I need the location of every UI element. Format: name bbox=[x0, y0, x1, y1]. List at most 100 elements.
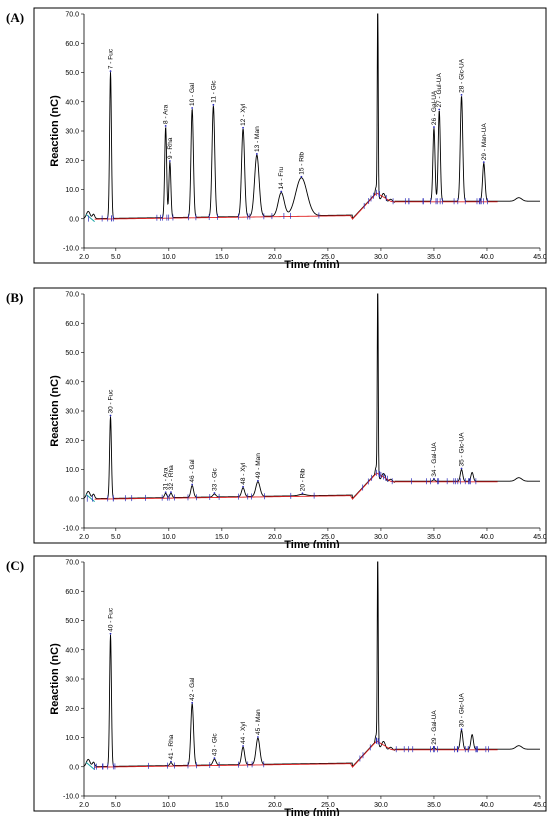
peak-label: 31 - Ara bbox=[163, 467, 170, 490]
peak-apex-marker bbox=[212, 103, 215, 106]
peak-label: 34 - Gal-UA bbox=[431, 442, 438, 477]
peak-apex-marker bbox=[433, 477, 435, 480]
peak-label: 44 - Xyl bbox=[240, 721, 247, 744]
chart-svg-a: (A) -10.0 0.0 10.0 20.0 30.0 40.0 50.0 60.0 70.0 2… bbox=[6, 7, 547, 268]
y-tick-label: 60.0 bbox=[65, 589, 79, 596]
y-tick-label: 20.0 bbox=[65, 158, 79, 165]
y-tick-label: 60.0 bbox=[65, 41, 79, 48]
peak-apex-marker bbox=[109, 632, 112, 635]
y-tick-label: 40.0 bbox=[65, 379, 79, 386]
y-tick-label: 0.0 bbox=[69, 764, 79, 771]
y-tick-label: 10.0 bbox=[65, 467, 79, 474]
y-tick-label: 70.0 bbox=[65, 12, 79, 19]
x-tick-label: 2.0 bbox=[79, 534, 89, 541]
peak-label: 12 - Xyl bbox=[240, 103, 247, 126]
panel-frame bbox=[33, 555, 547, 812]
y-tick-label: 40.0 bbox=[65, 99, 79, 106]
peak-apex-marker bbox=[242, 126, 244, 129]
y-tick-label: 20.0 bbox=[65, 438, 79, 445]
peak-apex-marker bbox=[164, 491, 167, 494]
x-tick-label: 45.0 bbox=[533, 534, 547, 541]
peak-label: 49 - Man bbox=[255, 453, 262, 479]
y-tick-label: -10.0 bbox=[63, 526, 79, 533]
peak-apex-marker bbox=[460, 728, 463, 731]
peak-apex-marker bbox=[433, 126, 435, 128]
peak-apex-marker bbox=[191, 701, 194, 704]
y-tick-label: 50.0 bbox=[65, 70, 79, 77]
peak-apex-marker bbox=[257, 479, 259, 482]
panel-frame bbox=[33, 7, 547, 264]
x-tick-label: 10.0 bbox=[162, 534, 176, 541]
peak-label: 43 - Glc bbox=[211, 733, 218, 757]
peak-label: 45 - Man bbox=[255, 709, 262, 735]
peak-label: 28 - Glc-UA bbox=[459, 58, 466, 93]
peak-apex-marker bbox=[170, 760, 172, 763]
chromatogram-trace bbox=[83, 293, 540, 500]
x-tick-label: 40.0 bbox=[480, 802, 494, 809]
panel-label: (A) bbox=[6, 10, 24, 25]
teal-marker bbox=[85, 213, 95, 223]
peak-apex-marker bbox=[300, 175, 303, 178]
peak-apex-marker bbox=[257, 736, 259, 738]
peak-label: 42 - Gal bbox=[189, 677, 196, 701]
peak-label: 30 - Glc-UA bbox=[459, 693, 466, 728]
peak-apex-marker bbox=[301, 492, 304, 495]
peak-label: 32 - Rha bbox=[168, 465, 175, 490]
panel-c: (C) -10.0 0.0 10.0 20.0 30.0 40.0 50.0 60.0 70.0 2… bbox=[0, 548, 550, 816]
x-tick-label: 25.0 bbox=[321, 534, 335, 541]
y-tick-label: 30.0 bbox=[65, 677, 79, 684]
x-tick-label: 30.0 bbox=[374, 254, 388, 261]
peak-apex-marker bbox=[191, 483, 194, 486]
x-tick-label: 20.0 bbox=[268, 802, 282, 809]
y-tick-label: 0.0 bbox=[69, 496, 79, 503]
y-tick-label: 10.0 bbox=[65, 187, 79, 194]
panel-label: (C) bbox=[6, 558, 24, 573]
y-tick-label: 30.0 bbox=[65, 409, 79, 416]
x-axis-title: Time (min) bbox=[284, 807, 340, 816]
x-tick-label: 15.0 bbox=[215, 254, 229, 261]
x-tick-label: 10.0 bbox=[162, 802, 176, 809]
y-axis-title: Reaction (nC) bbox=[49, 643, 61, 715]
peak-label: 13 - Man bbox=[254, 126, 261, 152]
x-tick-label: 5.0 bbox=[111, 802, 121, 809]
peak-apex-marker bbox=[213, 492, 216, 494]
peak-label: 29 - Man-UA bbox=[481, 123, 488, 161]
peak-apex-marker bbox=[460, 94, 463, 96]
integration-baseline bbox=[94, 192, 498, 220]
peak-apex-marker bbox=[170, 491, 172, 494]
peak-apex-marker bbox=[255, 153, 258, 155]
x-tick-label: 15.0 bbox=[215, 534, 229, 541]
y-axis-title: Reaction (nC) bbox=[49, 95, 61, 167]
peak-label: 11 - Glc bbox=[210, 80, 217, 103]
peak-apex-marker bbox=[242, 745, 244, 747]
peak-label: 40 - Fuc bbox=[108, 607, 115, 632]
peak-label: 15 - Rib bbox=[298, 152, 305, 175]
y-tick-label: 50.0 bbox=[65, 350, 79, 357]
peak-label: 35 - Glc-UA bbox=[459, 432, 466, 467]
peak-apex-marker bbox=[280, 190, 283, 193]
x-tick-label: 15.0 bbox=[215, 802, 229, 809]
chart-svg-c: (C) -10.0 0.0 10.0 20.0 30.0 40.0 50.0 60.0 70.0 2… bbox=[6, 555, 547, 816]
x-tick-label: 2.0 bbox=[79, 254, 89, 261]
y-tick-label: 0.0 bbox=[69, 216, 79, 223]
x-tick-label: 40.0 bbox=[480, 534, 494, 541]
peak-apex-marker bbox=[438, 108, 441, 111]
x-tick-label: 25.0 bbox=[321, 254, 335, 261]
peak-label: 33 - Glc bbox=[211, 468, 218, 492]
y-tick-label: 20.0 bbox=[65, 706, 79, 713]
teal-marker bbox=[85, 493, 95, 503]
peak-apex-marker bbox=[482, 161, 485, 164]
x-tick-label: 30.0 bbox=[374, 802, 388, 809]
peak-label: 26 - Gal-UA bbox=[431, 90, 438, 125]
y-tick-label: -10.0 bbox=[63, 246, 79, 253]
x-tick-label: 35.0 bbox=[427, 802, 441, 809]
x-tick-label: 40.0 bbox=[480, 254, 494, 261]
peak-label: 29 - Gal-UA bbox=[431, 710, 438, 745]
peak-label: 30 - Fuc bbox=[108, 389, 115, 414]
x-axis-title: Time (min) bbox=[284, 259, 340, 268]
peak-apex-marker bbox=[164, 125, 167, 127]
peak-label: 20 - Rib bbox=[299, 468, 306, 491]
x-tick-label: 2.0 bbox=[79, 802, 89, 809]
peak-label: 48 - Xyl bbox=[240, 462, 247, 485]
